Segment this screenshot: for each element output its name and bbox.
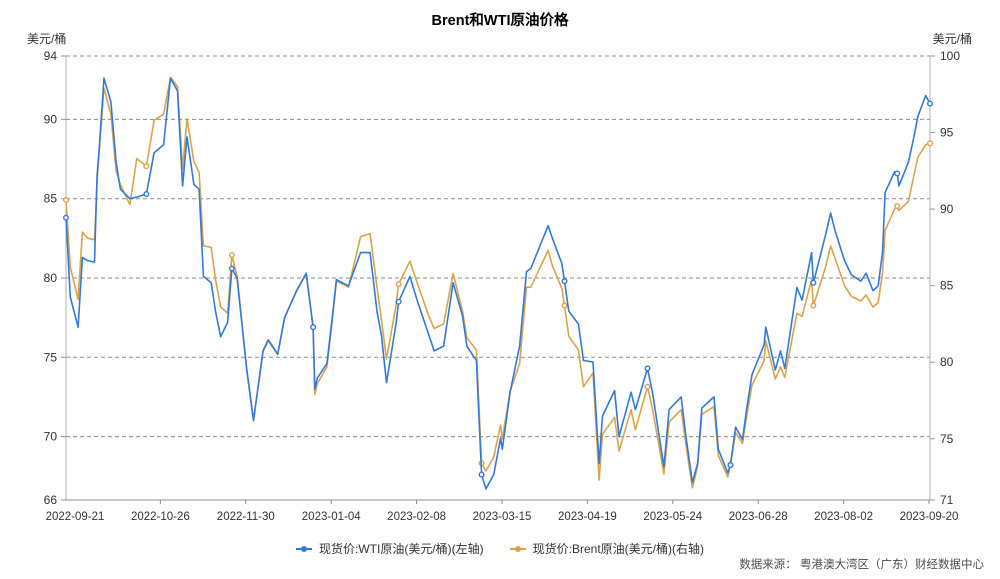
wti-legend-marker-icon (296, 545, 312, 552)
wti-legend-label: 现货价:WTI原油(美元/桶)(左轴) (319, 542, 484, 556)
wti-point-marker (644, 365, 651, 372)
left-axis-tick-label: 80 (44, 271, 58, 285)
brent-point-marker (810, 302, 817, 309)
brent-legend-label: 现货价:Brent原油(美元/桶)(右轴) (532, 542, 704, 556)
wti-point-marker (894, 170, 901, 177)
right-axis-tick-label: 75 (940, 432, 954, 446)
wti-point-marker (310, 324, 317, 331)
x-axis-tick-label: 2022-10-26 (131, 511, 190, 523)
x-axis-tick-label: 2023-04-19 (558, 511, 617, 523)
brent-point-marker (927, 140, 934, 147)
legend-item-wti[interactable]: 现货价:WTI原油(美元/桶)(左轴) (296, 540, 484, 557)
wti-point-marker (478, 471, 485, 478)
left-axis-tick-label: 75 (44, 350, 58, 364)
right-axis-tick-label: 80 (940, 355, 954, 369)
wti-point-marker (228, 265, 235, 272)
wti-point-marker (143, 190, 150, 197)
brent-point-marker (63, 196, 70, 203)
x-axis-tick-label: 2022-09-21 (46, 511, 105, 523)
chart-plot-area: 94 90 85 80 75 70 66 100 95 90 85 80 75 71 2022-09-21 2… (44, 49, 961, 523)
x-axis-tick-label: 2022-11-30 (217, 511, 275, 523)
left-axis-unit-label: 美元/桶 (27, 32, 67, 46)
chart-legend: 现货价:WTI原油(美元/桶)(左轴) 现货价:Brent原油(美元/桶)(右轴… (0, 540, 1000, 557)
right-axis-tick-label: 95 (940, 126, 954, 140)
right-axis-tick-label: 85 (940, 279, 954, 293)
wti-line (65, 77, 931, 490)
chart-title: Brent和WTI原油价格 (431, 13, 569, 29)
left-axis-tick-label: 85 (44, 192, 58, 206)
brent-point-marker (228, 252, 235, 259)
x-axis-tick-label: 2023-08-02 (814, 511, 873, 523)
right-axis-tick-label: 90 (940, 202, 954, 216)
x-axis-tick-label: 2023-06-28 (729, 511, 788, 523)
brent-point-marker (143, 163, 150, 170)
left-axis-tick-label: 90 (44, 112, 58, 126)
wti-point-marker (395, 298, 402, 305)
left-axis-tick-label: 66 (44, 493, 58, 507)
x-axis-tick-label: 2023-05-24 (643, 511, 702, 523)
wti-point-marker (727, 462, 734, 469)
data-source-note: 数据来源： 粤港澳大湾区（广东）财经数据中心 (739, 559, 984, 571)
x-axis-tick-label: 2023-03-15 (473, 511, 532, 523)
left-axis-tick-label: 70 (44, 430, 58, 444)
right-axis-tick-label: 100 (940, 49, 960, 63)
brent-point-marker (395, 281, 402, 288)
legend-item-brent[interactable]: 现货价:Brent原油(美元/桶)(右轴) (509, 540, 704, 557)
brent-point-marker (561, 302, 568, 309)
right-axis-tick-label: 71 (940, 493, 954, 507)
wti-point-marker (927, 100, 934, 107)
brent-point-marker (644, 383, 651, 390)
x-axis-tick-label: 2023-09-20 (900, 511, 959, 523)
left-axis-tick-label: 94 (44, 49, 58, 63)
x-axis-tick-label: 2023-02-08 (387, 511, 446, 523)
brent-legend-marker-icon (509, 545, 526, 552)
x-axis-tick-label: 2023-01-04 (302, 511, 361, 523)
brent-line (65, 76, 931, 489)
brent-point-marker (894, 203, 901, 210)
wti-point-marker (810, 279, 817, 286)
wti-point-marker (561, 278, 568, 285)
wti-point-marker (63, 214, 70, 221)
right-axis-unit-label: 美元/桶 (932, 32, 972, 46)
